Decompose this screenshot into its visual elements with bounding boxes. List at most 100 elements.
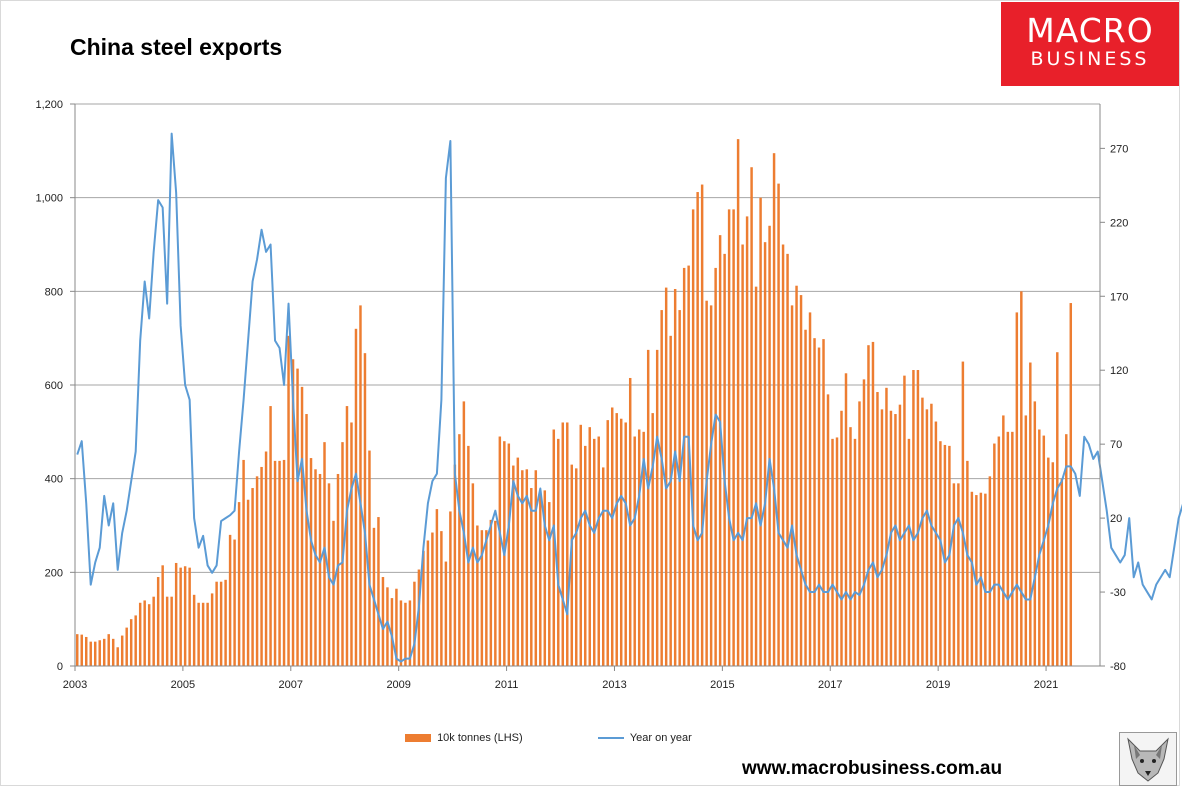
- legend-bar-swatch: [405, 734, 431, 743]
- bar: [422, 550, 425, 666]
- legend-line-entry: Year on year: [598, 732, 692, 744]
- bar: [399, 600, 403, 666]
- bar: [835, 437, 839, 666]
- bar: [912, 370, 915, 666]
- bar: [943, 444, 947, 666]
- bar: [453, 464, 457, 666]
- bar: [1015, 312, 1019, 666]
- logo-line2: BUSINESS: [1030, 48, 1150, 70]
- bar: [741, 244, 744, 666]
- bar: [1051, 462, 1055, 666]
- bar: [916, 370, 920, 666]
- bar: [588, 427, 591, 666]
- bar: [1060, 478, 1064, 666]
- bar: [682, 267, 686, 666]
- bar: [988, 476, 992, 666]
- bar: [444, 561, 448, 666]
- bar: [291, 359, 295, 666]
- bar: [408, 600, 412, 666]
- bar: [822, 339, 825, 666]
- bar: [907, 438, 911, 666]
- bar: [1002, 415, 1005, 666]
- bar: [651, 413, 654, 666]
- legend-line-label: Year on year: [629, 732, 692, 744]
- bar: [93, 641, 97, 666]
- bar: [525, 469, 529, 666]
- bar: [1024, 415, 1028, 666]
- bar: [871, 341, 875, 666]
- bar: [129, 619, 133, 666]
- bar: [849, 427, 852, 666]
- website-url[interactable]: www.macrobusiness.com.au: [742, 758, 1003, 779]
- bar: [237, 502, 241, 666]
- bar: [152, 596, 155, 666]
- bar: [1069, 303, 1073, 666]
- bar: [161, 565, 164, 666]
- legend-bar-entry: 10k tonnes (LHS): [405, 732, 523, 744]
- bar: [170, 596, 173, 666]
- bar: [215, 581, 218, 666]
- bar: [867, 345, 870, 666]
- bar: [458, 434, 461, 666]
- bar: [642, 431, 645, 666]
- bar: [633, 436, 636, 666]
- bar: [120, 635, 124, 666]
- axes: 0 200 400 600 800 1,000 1,200 -80 -30 20 70 120 170 2…: [35, 99, 1128, 691]
- bar: [1011, 431, 1014, 666]
- bar: [485, 530, 488, 666]
- left-tick-label: 1,000: [35, 193, 63, 205]
- bar: [431, 532, 434, 666]
- bar: [318, 473, 322, 666]
- bar: [709, 305, 713, 666]
- bar: [107, 634, 110, 666]
- bar: [691, 209, 695, 666]
- bar: [678, 310, 681, 666]
- bar: [336, 473, 340, 666]
- left-tick-label: 600: [45, 380, 63, 392]
- bar: [1020, 291, 1023, 666]
- bar: [260, 466, 263, 666]
- bar: [147, 604, 151, 666]
- bar: [970, 491, 974, 666]
- x-tick-label: 2015: [710, 679, 734, 691]
- bar: [512, 465, 515, 666]
- bar: [102, 638, 106, 666]
- bar: [480, 530, 484, 666]
- bar: [85, 636, 88, 666]
- left-tick-label: 800: [45, 286, 63, 298]
- bar: [637, 429, 641, 666]
- bar: [593, 438, 596, 666]
- line-series: [76, 132, 1182, 663]
- bar: [768, 225, 771, 666]
- bar: [786, 253, 789, 666]
- bar: [772, 153, 776, 667]
- x-tick-label: 2017: [818, 679, 842, 691]
- bar: [687, 265, 690, 666]
- bar: [925, 409, 929, 666]
- bar: [858, 401, 861, 666]
- bar: [903, 375, 906, 666]
- bar: [305, 414, 308, 666]
- bar: [826, 394, 830, 666]
- bar: [1047, 457, 1050, 666]
- bar: [700, 184, 704, 666]
- bar: [754, 286, 758, 666]
- right-tick-label: 120: [1110, 365, 1128, 377]
- bar: [386, 587, 389, 666]
- bar: [471, 483, 475, 666]
- bar: [750, 167, 753, 666]
- bar: [921, 397, 924, 666]
- bar: [246, 499, 250, 666]
- bar: [98, 640, 101, 666]
- bar: [615, 413, 618, 666]
- bar: [413, 581, 416, 666]
- bar: [255, 476, 259, 666]
- bar: [134, 615, 137, 666]
- bar: [476, 525, 479, 666]
- macrobusiness-logo[interactable]: MACRO BUSINESS: [1001, 2, 1179, 86]
- bar: [566, 422, 569, 666]
- bar: [790, 305, 794, 666]
- gridlines: [75, 103, 1100, 573]
- bar: [377, 517, 380, 666]
- bar: [997, 436, 1001, 666]
